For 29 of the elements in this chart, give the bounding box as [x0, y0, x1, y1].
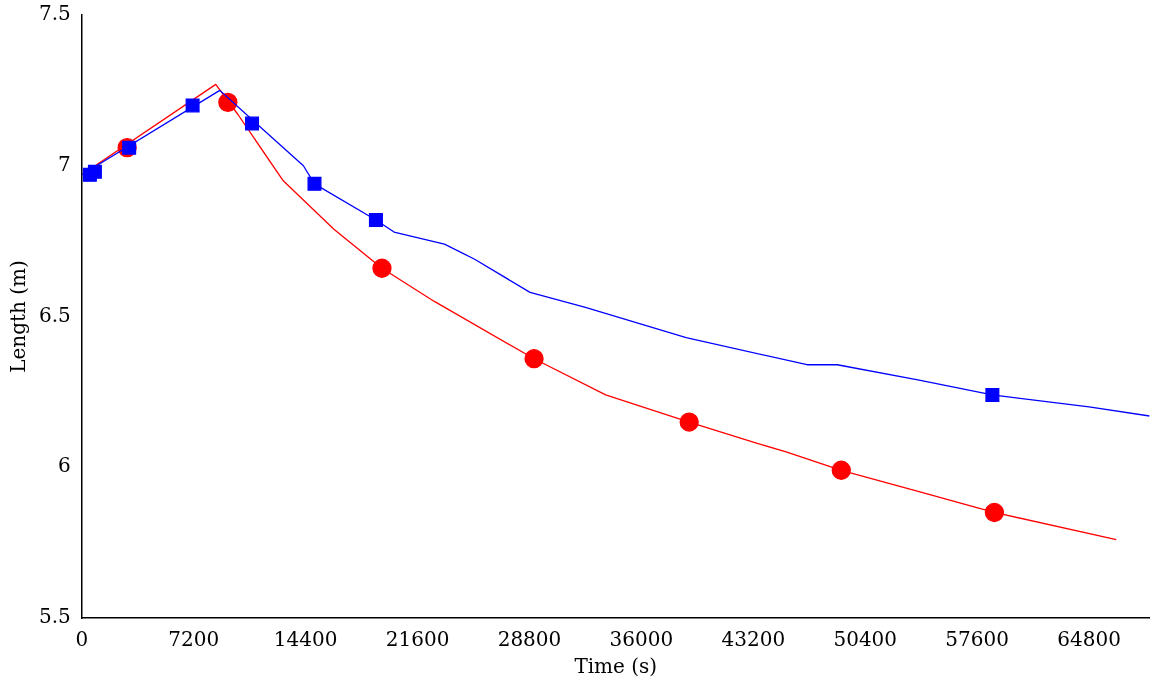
- y-tick-label: 6: [58, 453, 71, 478]
- point: [185, 98, 200, 113]
- x-tick-label: 21600: [385, 627, 450, 652]
- point: [985, 387, 1000, 402]
- y-tick-label: 6.5: [38, 302, 71, 327]
- x-tick-label: 36000: [609, 627, 674, 652]
- x-axis-title: Time (s): [574, 654, 658, 679]
- point: [372, 258, 392, 278]
- x-tick-label: 57600: [945, 627, 1009, 652]
- point: [245, 116, 260, 131]
- point: [368, 213, 383, 228]
- x-tick-label: 14400: [273, 627, 338, 652]
- y-tick-label: 7.5: [38, 1, 71, 26]
- point: [831, 460, 851, 480]
- x-tick-label: 28800: [497, 627, 562, 652]
- y-tick-label: 7: [58, 151, 71, 176]
- y-tick-label: 5.5: [38, 604, 71, 629]
- point: [524, 349, 544, 369]
- x-tick-label: 7200: [168, 627, 220, 652]
- x-tick-label: 50400: [833, 627, 898, 652]
- x-tick-label: 0: [75, 627, 89, 652]
- point: [679, 412, 699, 432]
- x-tick-label: 43200: [721, 627, 786, 652]
- point: [87, 164, 102, 179]
- y-axis-title: Length (m): [6, 260, 31, 373]
- point: [984, 502, 1005, 523]
- x-tick-label: 64800: [1057, 627, 1121, 652]
- point: [218, 92, 238, 113]
- point: [307, 176, 322, 191]
